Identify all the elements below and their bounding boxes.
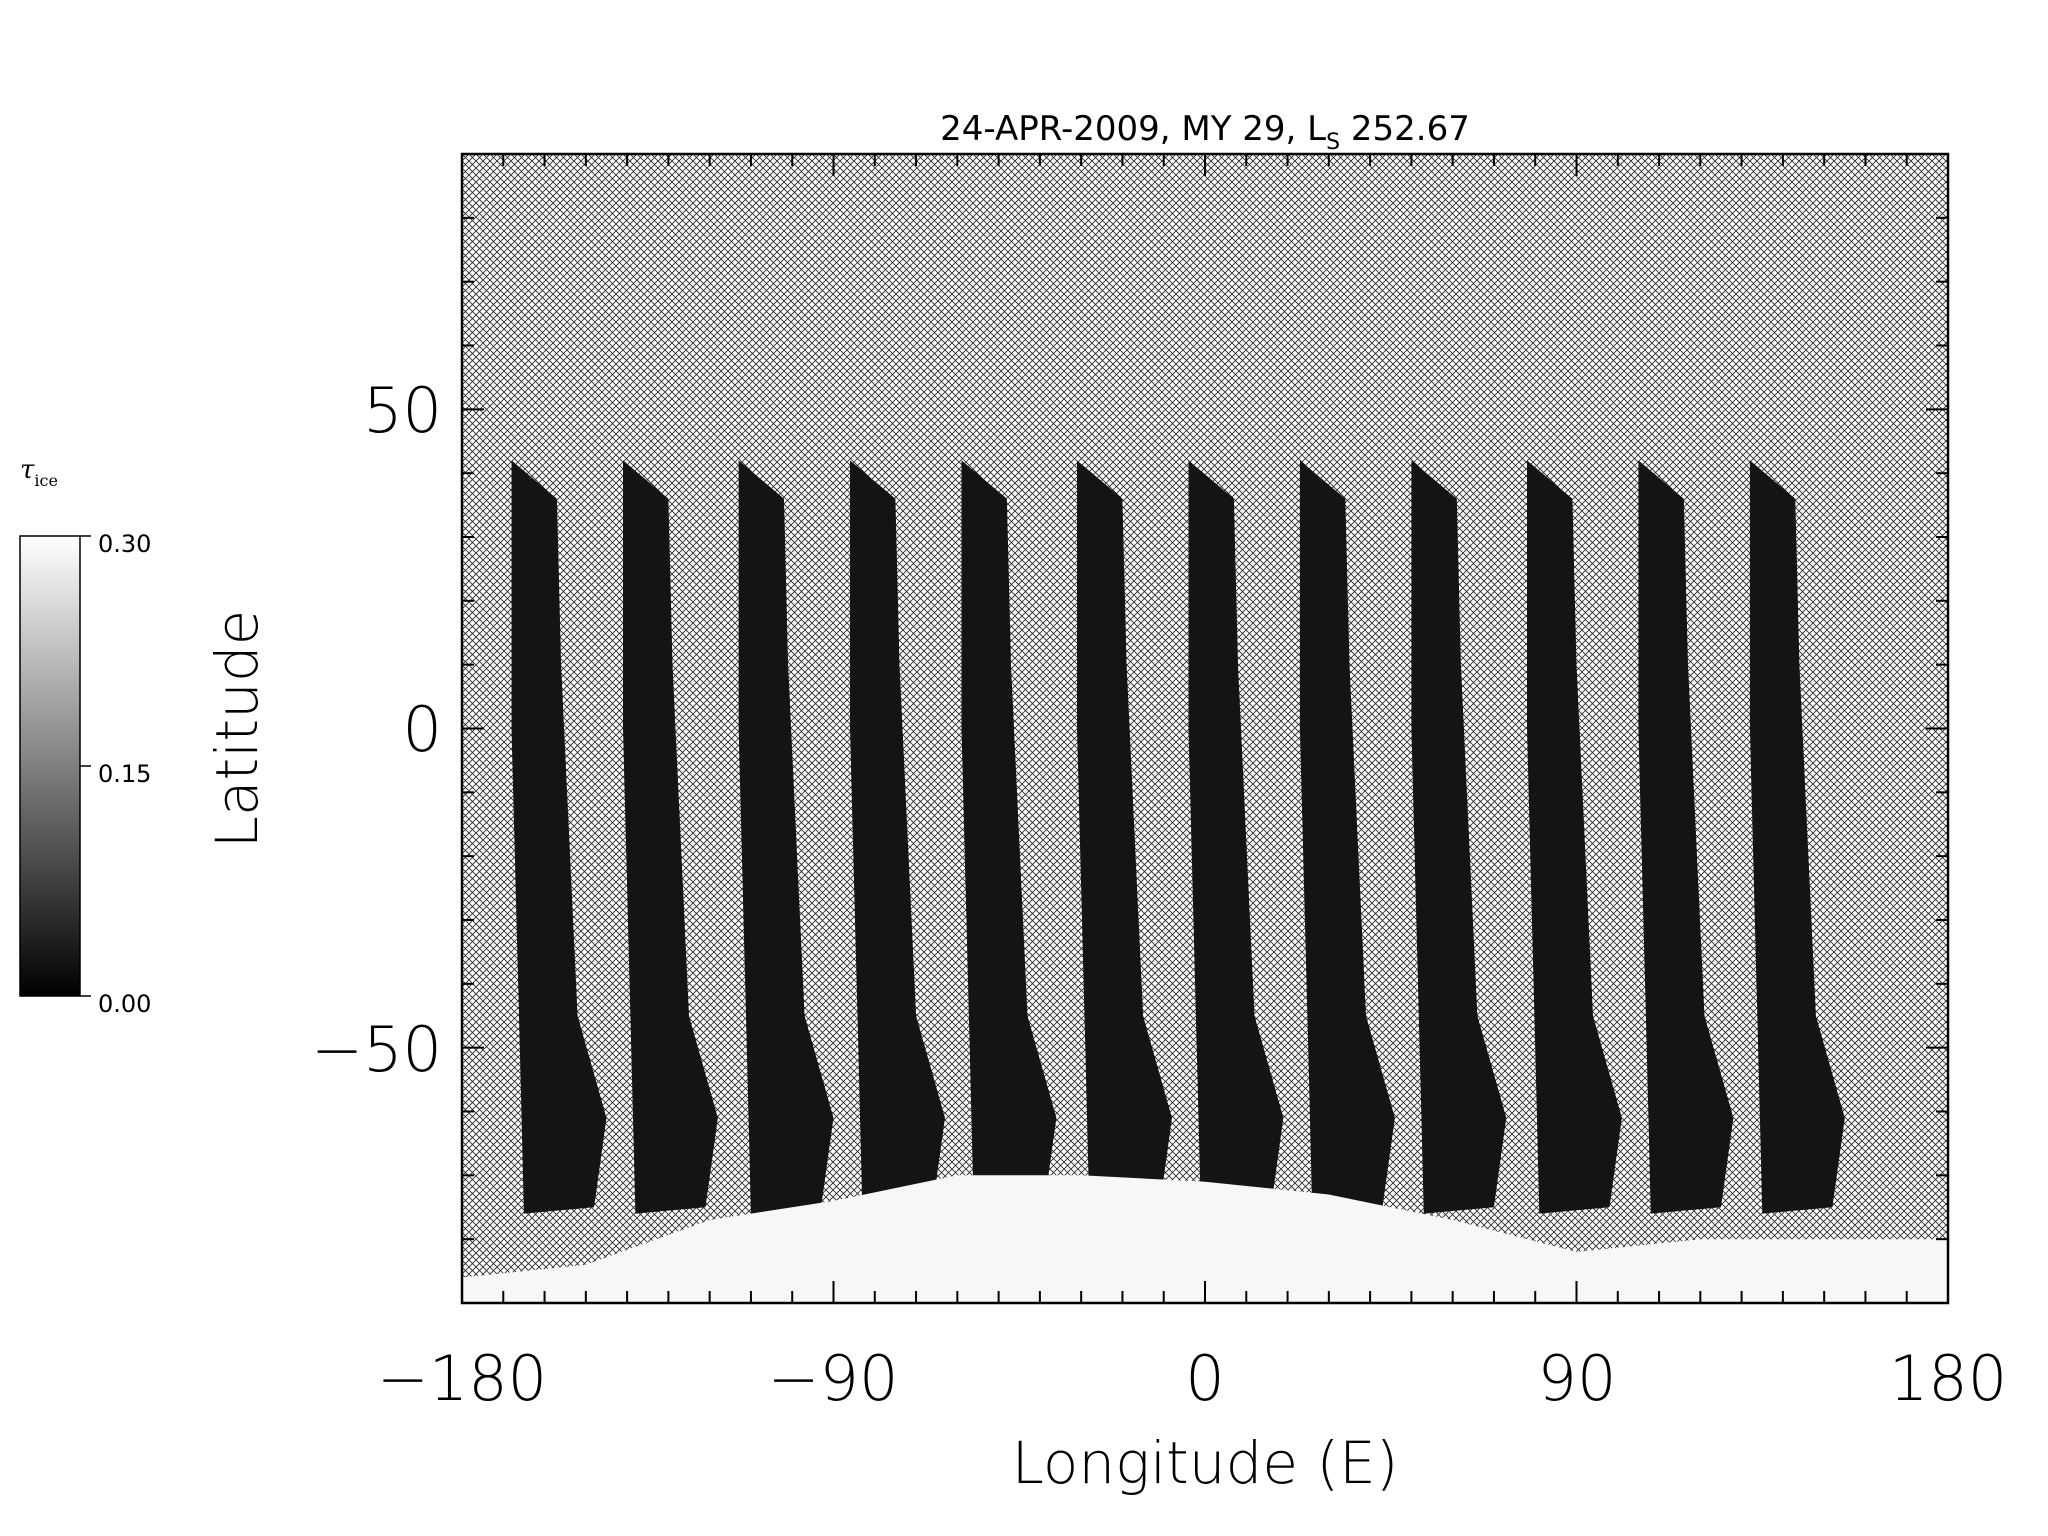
- x-tick-label: 0: [1185, 1342, 1224, 1415]
- orbit-swath-8: [1299, 460, 1395, 1214]
- x-tick-label: 180: [1889, 1342, 2007, 1415]
- orbit-swath-9: [1411, 460, 1507, 1214]
- orbit-swath-11: [1638, 460, 1734, 1214]
- y-tick-label: 0: [403, 693, 442, 766]
- orbit-swath-7: [1188, 460, 1284, 1214]
- x-tick-label: −90: [768, 1342, 899, 1415]
- colorbar: τice 0.30 0.15 0.00: [19, 455, 151, 1018]
- orbit-swath-6: [1077, 460, 1172, 1214]
- orbit-swaths: [511, 460, 1845, 1214]
- orbit-swath-4: [850, 460, 945, 1214]
- south-polar-ice-area: [462, 1175, 1948, 1303]
- colorbar-symbol: τice: [20, 455, 58, 490]
- axis-ticks: [461, 153, 1949, 1304]
- y-axis-title: Latitude: [203, 610, 271, 849]
- orbit-swath-5: [961, 460, 1057, 1214]
- chart-title: 24-APR-2009, MY 29, LS 252.67: [940, 109, 1470, 155]
- orbit-swath-2: [623, 460, 718, 1214]
- orbit-swath-10: [1527, 460, 1622, 1214]
- orbit-swath-1: [511, 460, 607, 1214]
- colorbar-max-label: 0.30: [98, 530, 151, 558]
- y-tick-labels: −50 0 50: [311, 374, 442, 1086]
- plot-area: [462, 154, 1948, 1303]
- colorbar-mid-label: 0.15: [98, 760, 151, 788]
- orbit-swath-12: [1749, 460, 1845, 1214]
- y-tick-label: 50: [363, 374, 442, 447]
- x-tick-label: 90: [1538, 1342, 1617, 1415]
- colorbar-min-label: 0.00: [98, 990, 151, 1018]
- south-polar-region: [462, 1175, 1948, 1303]
- x-tick-label: −180: [377, 1342, 547, 1415]
- x-tick-labels: −180 −90 0 90 180: [377, 1342, 2007, 1415]
- orbit-swath-3: [738, 460, 834, 1214]
- y-tick-label: −50: [311, 1013, 442, 1086]
- colorbar-gradient: [19, 535, 81, 997]
- x-axis-title: Longitude (E): [1012, 1429, 1399, 1497]
